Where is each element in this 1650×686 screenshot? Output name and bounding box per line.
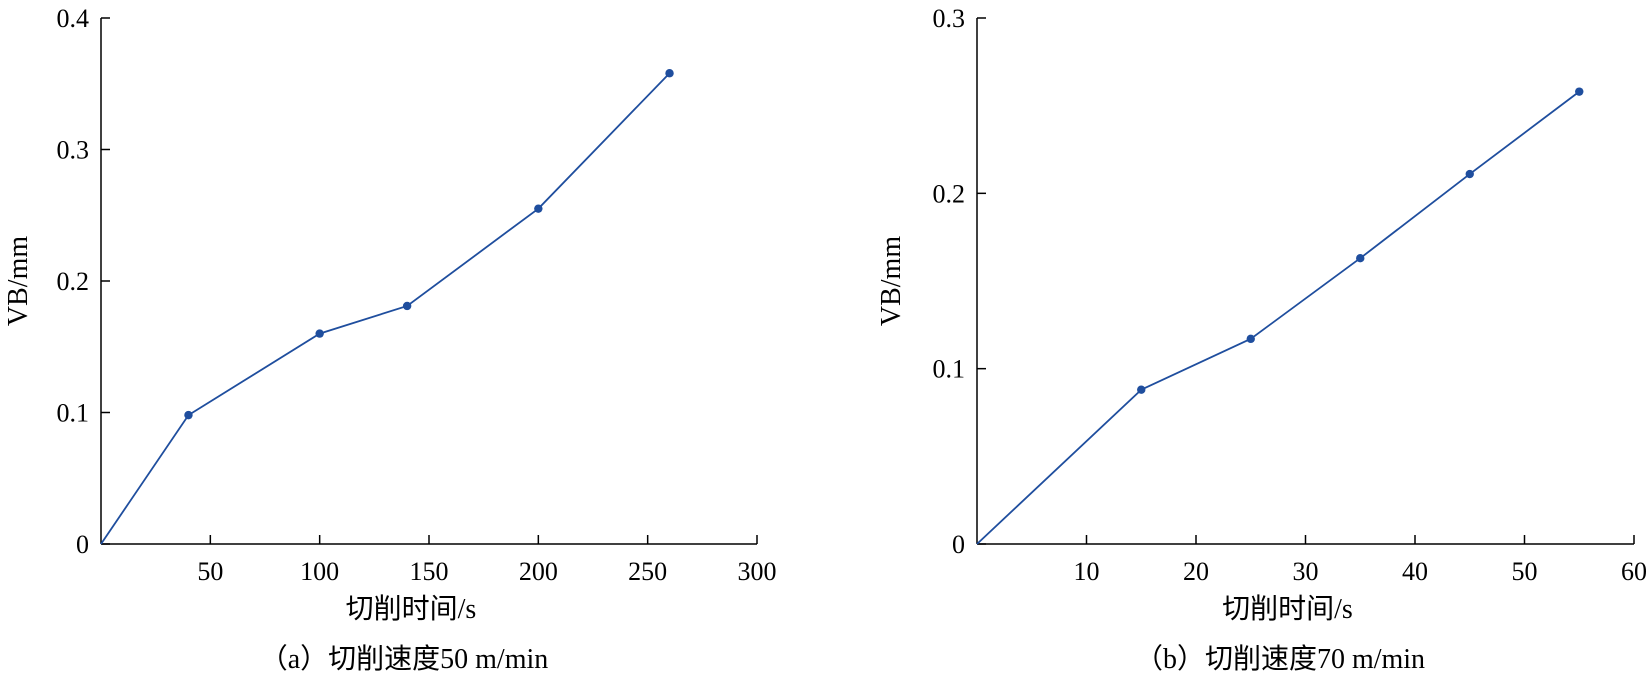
y-tick-label: 0 [76, 530, 89, 559]
chart-panel-a: 50 100 150 200 250 300 0 0.1 0.2 0.3 0.4 切削时间/s VB/m… [3, 4, 777, 675]
x-tick-label: 20 [1183, 557, 1209, 586]
x-tick-label: 30 [1293, 557, 1319, 586]
data-point-b [1356, 254, 1365, 263]
data-point-a [534, 204, 543, 213]
x-tick-label: 150 [410, 557, 449, 586]
data-point-a [184, 410, 193, 420]
x-tick-label: 50 [1512, 557, 1538, 586]
panel-caption-b: （b）切削速度70 m/min [1135, 643, 1425, 675]
data-point-a [665, 69, 674, 78]
series-line-a [100, 72, 671, 545]
x-tick-label: 100 [300, 557, 339, 586]
data-point-a [315, 329, 324, 338]
x-tick-label: 300 [738, 557, 777, 586]
x-tick-label: 250 [628, 557, 667, 586]
x-tick-label: 200 [519, 557, 558, 586]
panel-caption-a: （a）切削速度50 m/min [260, 643, 549, 675]
y-tick-label: 0.1 [57, 399, 90, 428]
x-tick-label: 50 [197, 557, 223, 586]
y-tick-label: 0.1 [933, 355, 966, 384]
data-point-b [1575, 87, 1584, 96]
y-tick-label: 0.3 [57, 136, 90, 165]
y-tick-label: 0.3 [933, 4, 966, 33]
x-axis-title-a: 切削时间/s [346, 593, 477, 625]
chart-panel-b: 10 20 30 40 50 60 0 0.1 0.2 0.3 切削时间/s VB/mm （b）切削速度… [876, 4, 1647, 675]
data-point-b [1246, 334, 1255, 344]
x-tick-label: 60 [1621, 557, 1647, 586]
x-axis-title-b: 切削时间/s [1222, 593, 1353, 625]
data-point-a [402, 301, 412, 311]
y-tick-label: 0.2 [57, 267, 90, 296]
data-point-b [1465, 169, 1474, 179]
series-line-b [976, 90, 1580, 545]
x-tick-label: 40 [1402, 557, 1428, 586]
y-axis-title-b: VB/mm [876, 236, 907, 326]
y-tick-label: 0.4 [57, 4, 90, 33]
x-tick-label: 10 [1074, 557, 1100, 586]
data-point-b [1137, 385, 1146, 394]
y-tick-label: 0.2 [933, 179, 966, 208]
y-tick-label: 0 [952, 530, 965, 559]
y-axis-title-a: VB/mm [3, 236, 34, 326]
